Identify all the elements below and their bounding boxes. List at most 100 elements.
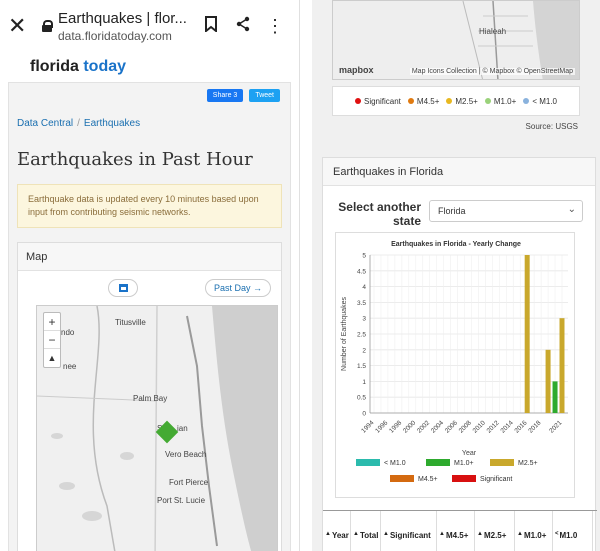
legend-label: Significant: [480, 476, 512, 483]
close-icon[interactable]: ✕: [8, 13, 27, 38]
page-content: Share 3 Tweet Data Central / Earthquakes E…: [8, 82, 291, 551]
legend-item: M1.0+: [484, 97, 516, 106]
x-tick-label: 1996: [374, 419, 389, 434]
left-pane: ✕ Earthquakes | flor... data.floridatoda…: [0, 0, 300, 551]
map-label: Titusville: [115, 318, 146, 327]
table-header-m25[interactable]: ▲M2.5+: [475, 511, 515, 551]
y-tick-label: 4.5: [357, 268, 366, 275]
logo-part-2: today: [83, 58, 127, 75]
y-tick-label: 2.5: [357, 332, 366, 339]
y-tick-label: 2: [362, 347, 366, 354]
lock-icon: [42, 20, 53, 32]
table-header-m10[interactable]: ▲M1.0+: [515, 511, 553, 551]
x-tick-label: 2006: [444, 419, 459, 434]
map-controls: Past Day →: [18, 271, 281, 297]
y-tick-label: 0: [362, 411, 366, 418]
source-text: Source: USGS: [525, 122, 578, 131]
zoom-out-button[interactable]: −: [44, 331, 60, 349]
logo-part-1: florida: [30, 58, 79, 75]
earthquake-map[interactable]: + − ▲ Titusville ndo nee Palm Bay Se ian…: [36, 305, 278, 551]
map-label: ndo: [61, 328, 75, 337]
legend-item: Significant: [354, 97, 401, 106]
x-tick-label: 2000: [402, 419, 417, 434]
map-label-hialeah: Hialeah: [479, 27, 507, 36]
mapbox-logo: mapbox: [339, 65, 374, 75]
earthquake-table-header: ▲Year ▲Total ▲Significant ▲M4.5+ ▲M2.5+ …: [323, 510, 597, 551]
bar-m2-5-: [545, 349, 551, 413]
table-header-total[interactable]: ▲Total: [351, 511, 381, 551]
map-label: Palm Bay: [133, 394, 168, 403]
yearly-chart: Earthquakes in Florida - Yearly Change 0 0…: [335, 232, 575, 498]
url-box[interactable]: Earthquakes | flor... data.floridatoday.…: [58, 10, 195, 43]
legend-label: M4.5+: [418, 476, 438, 483]
dot-icon: [446, 98, 453, 104]
map-label: nee: [63, 362, 77, 371]
share-icon[interactable]: [227, 16, 259, 37]
share-row: Share 3 Tweet: [9, 83, 290, 102]
map-label: Fort Pierce: [169, 478, 209, 487]
bar-m2-5-: [559, 318, 565, 413]
x-tick-label: 2002: [416, 419, 431, 434]
legend-label: < M1.0: [384, 460, 406, 467]
y-tick-label: 4: [362, 284, 366, 291]
legend-item: M2.5+: [446, 97, 478, 106]
legend-swatch: [490, 459, 514, 466]
legend-item: < M1.0: [523, 97, 557, 106]
map-legend: Significant M4.5+ M2.5+ M1.0+ < M1.0: [332, 86, 580, 116]
site-logo[interactable]: florida today: [0, 52, 299, 82]
earthquake-map-bottom[interactable]: Hialeah mapbox Map Icons Collection | © …: [332, 0, 580, 80]
x-tick-label: 2010: [472, 419, 487, 434]
state-select[interactable]: Florida ⌄: [429, 200, 583, 222]
browser-toolbar: ✕ Earthquakes | flor... data.floridatoda…: [0, 0, 299, 52]
map-label: Vero Beach: [165, 450, 207, 459]
dot-icon: [407, 98, 414, 104]
state-select-value: Florida: [438, 206, 466, 216]
x-tick-label: 2012: [486, 419, 501, 434]
more-options-icon[interactable]: ⋮: [266, 15, 284, 36]
zoom-in-button[interactable]: +: [44, 313, 60, 331]
florida-card-title: Earthquakes in Florida: [323, 158, 595, 186]
legend-swatch: [390, 475, 414, 482]
y-tick-label: 3.5: [357, 300, 366, 307]
compass-button[interactable]: ▲: [47, 353, 57, 363]
legend-label: M1.0+: [454, 460, 474, 467]
x-tick-label: 2018: [527, 419, 542, 434]
y-tick-label: 3: [362, 316, 366, 323]
bar-m2-5-: [524, 255, 530, 413]
map-attribution[interactable]: Map Icons Collection | © Mapbox © OpenSt…: [409, 68, 575, 75]
calendar-icon: [118, 284, 128, 292]
state-select-row: Select another state Florida ⌄: [323, 186, 595, 228]
facebook-share-button[interactable]: Share 3: [206, 89, 244, 102]
map-card-title: Map: [18, 243, 281, 271]
y-tick-label: 0.5: [357, 395, 366, 402]
x-tick-label: 2021: [548, 419, 563, 434]
breadcrumb: Data Central / Earthquakes: [17, 118, 141, 129]
legend-swatch: [426, 459, 450, 466]
bookmark-icon[interactable]: [195, 15, 227, 37]
x-tick-label: 2008: [458, 419, 473, 434]
breadcrumb-data-central[interactable]: Data Central: [17, 118, 74, 129]
x-tick-label: 2004: [430, 419, 445, 434]
table-header-significant[interactable]: ▲Significant: [381, 511, 437, 551]
y-tick-label: 1: [362, 379, 366, 386]
map-label: ian: [177, 424, 188, 433]
map-terrain: [333, 1, 579, 79]
breadcrumb-earthquakes[interactable]: Earthquakes: [83, 118, 141, 129]
past-day-button[interactable]: Past Day →: [204, 279, 271, 297]
tweet-button[interactable]: Tweet: [249, 89, 280, 102]
calendar-button[interactable]: [108, 279, 138, 297]
table-header-m45[interactable]: ▲M4.5+: [437, 511, 475, 551]
chart-title: Earthquakes in Florida - Yearly Change: [391, 241, 521, 248]
x-tick-label: 2016: [513, 419, 528, 434]
table-header-lt-m10[interactable]: <M1.0: [553, 511, 593, 551]
map-label: Port St. Lucie: [157, 496, 206, 505]
chevron-down-icon: ⌄: [567, 204, 576, 215]
url-text: data.floridatoday.com: [58, 28, 172, 43]
chart-svg: Earthquakes in Florida - Yearly Change 0 0…: [341, 241, 568, 483]
x-tick-label: 2014: [499, 419, 514, 434]
table-header-year[interactable]: ▲Year: [323, 511, 351, 551]
x-tick-label: 1998: [388, 419, 403, 434]
dot-icon: [523, 98, 530, 104]
page-heading: Earthquakes in Past Hour: [17, 149, 253, 170]
y-tick-label: 5: [362, 253, 366, 260]
